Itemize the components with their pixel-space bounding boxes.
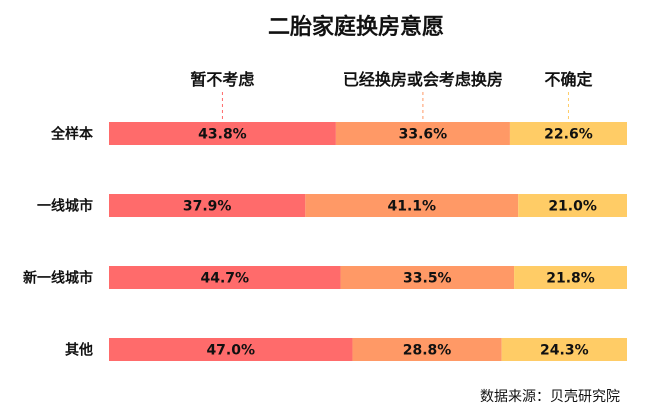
data-label: 22.6%: [544, 127, 593, 143]
data-label: 47.0%: [206, 343, 255, 359]
bar-segment: [305, 194, 519, 217]
category-label: 全样本: [50, 126, 94, 143]
category-label: 其他: [65, 342, 93, 359]
bar-segment: [352, 338, 502, 361]
data-label: 41.1%: [387, 199, 436, 215]
source-note: 数据来源：贝壳研究院: [480, 388, 620, 405]
bar-segment: [518, 194, 627, 217]
legend-entry: 暂不考虑: [190, 70, 254, 89]
legend: 暂不考虑 已经换房或会考虑换房 不确定: [190, 70, 592, 121]
value-labels: 43.8% 33.6% 22.6% 37.9% 41.1% 21.0% 44.7% 33.5%…: [183, 127, 597, 359]
data-label: 43.8%: [198, 127, 247, 143]
bar-segment: [109, 194, 306, 217]
data-label: 24.3%: [540, 343, 589, 359]
chart-title: 二胎家庭换房意愿: [268, 14, 444, 40]
data-label: 37.9%: [183, 199, 232, 215]
data-label: 21.0%: [548, 199, 597, 215]
bar-segment: [335, 122, 510, 145]
data-label: 33.5%: [403, 271, 452, 287]
data-label: 28.8%: [403, 343, 452, 359]
data-label: 33.6%: [399, 127, 448, 143]
legend-entry: 不确定: [544, 70, 592, 89]
bar-segment: [501, 338, 627, 361]
category-label: 一线城市: [37, 198, 93, 215]
bar-segment: [109, 122, 336, 145]
bar-segment: [509, 122, 627, 145]
bars: [109, 122, 627, 361]
bar-segment: [514, 266, 627, 289]
category-label: 新一线城市: [23, 270, 93, 287]
data-label: 21.8%: [546, 271, 595, 287]
data-label: 44.7%: [200, 271, 249, 287]
bar-segment: [109, 266, 341, 289]
bar-segment: [340, 266, 515, 289]
legend-entry: 已经换房或会考虑换房: [343, 70, 503, 89]
bar-segment: [109, 338, 353, 361]
